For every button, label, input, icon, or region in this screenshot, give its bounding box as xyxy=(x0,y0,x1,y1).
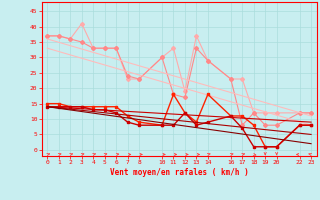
X-axis label: Vent moyen/en rafales ( km/h ): Vent moyen/en rafales ( km/h ) xyxy=(110,168,249,177)
